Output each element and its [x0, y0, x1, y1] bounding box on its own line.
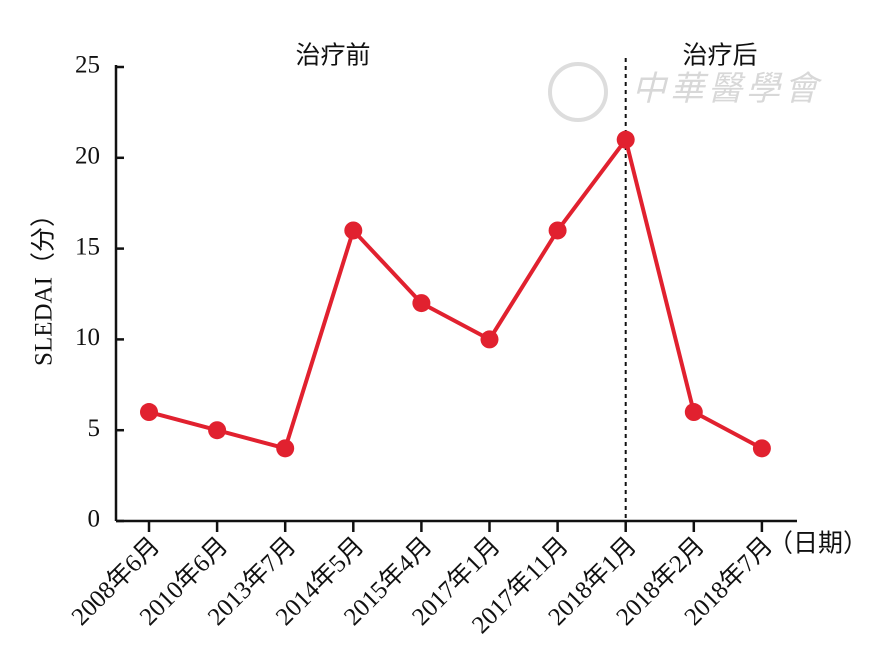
y-tick-label: 15	[75, 233, 100, 260]
watermark-seal	[548, 62, 608, 122]
y-tick-label: 5	[88, 415, 101, 442]
annotation: 治疗前	[295, 42, 370, 70]
annotation: 治疗后	[682, 42, 757, 70]
line	[148, 137, 763, 451]
point	[208, 421, 227, 440]
point	[752, 439, 771, 458]
point	[616, 130, 635, 149]
y-axis-label: SLEDAI（分）	[30, 202, 58, 366]
y-tick-label: 20	[75, 143, 100, 170]
point	[684, 403, 703, 422]
point	[140, 403, 158, 422]
point	[480, 330, 499, 349]
x-axis-unit: （日期）	[768, 530, 868, 558]
y-tick-label: 10	[75, 324, 100, 351]
point	[344, 221, 363, 240]
point	[412, 294, 431, 313]
point	[548, 221, 567, 240]
y-tick-label: 25	[75, 52, 100, 79]
watermark: 中華醫學會	[632, 71, 823, 108]
point	[276, 439, 295, 458]
y-tick-label: 0	[88, 506, 101, 533]
